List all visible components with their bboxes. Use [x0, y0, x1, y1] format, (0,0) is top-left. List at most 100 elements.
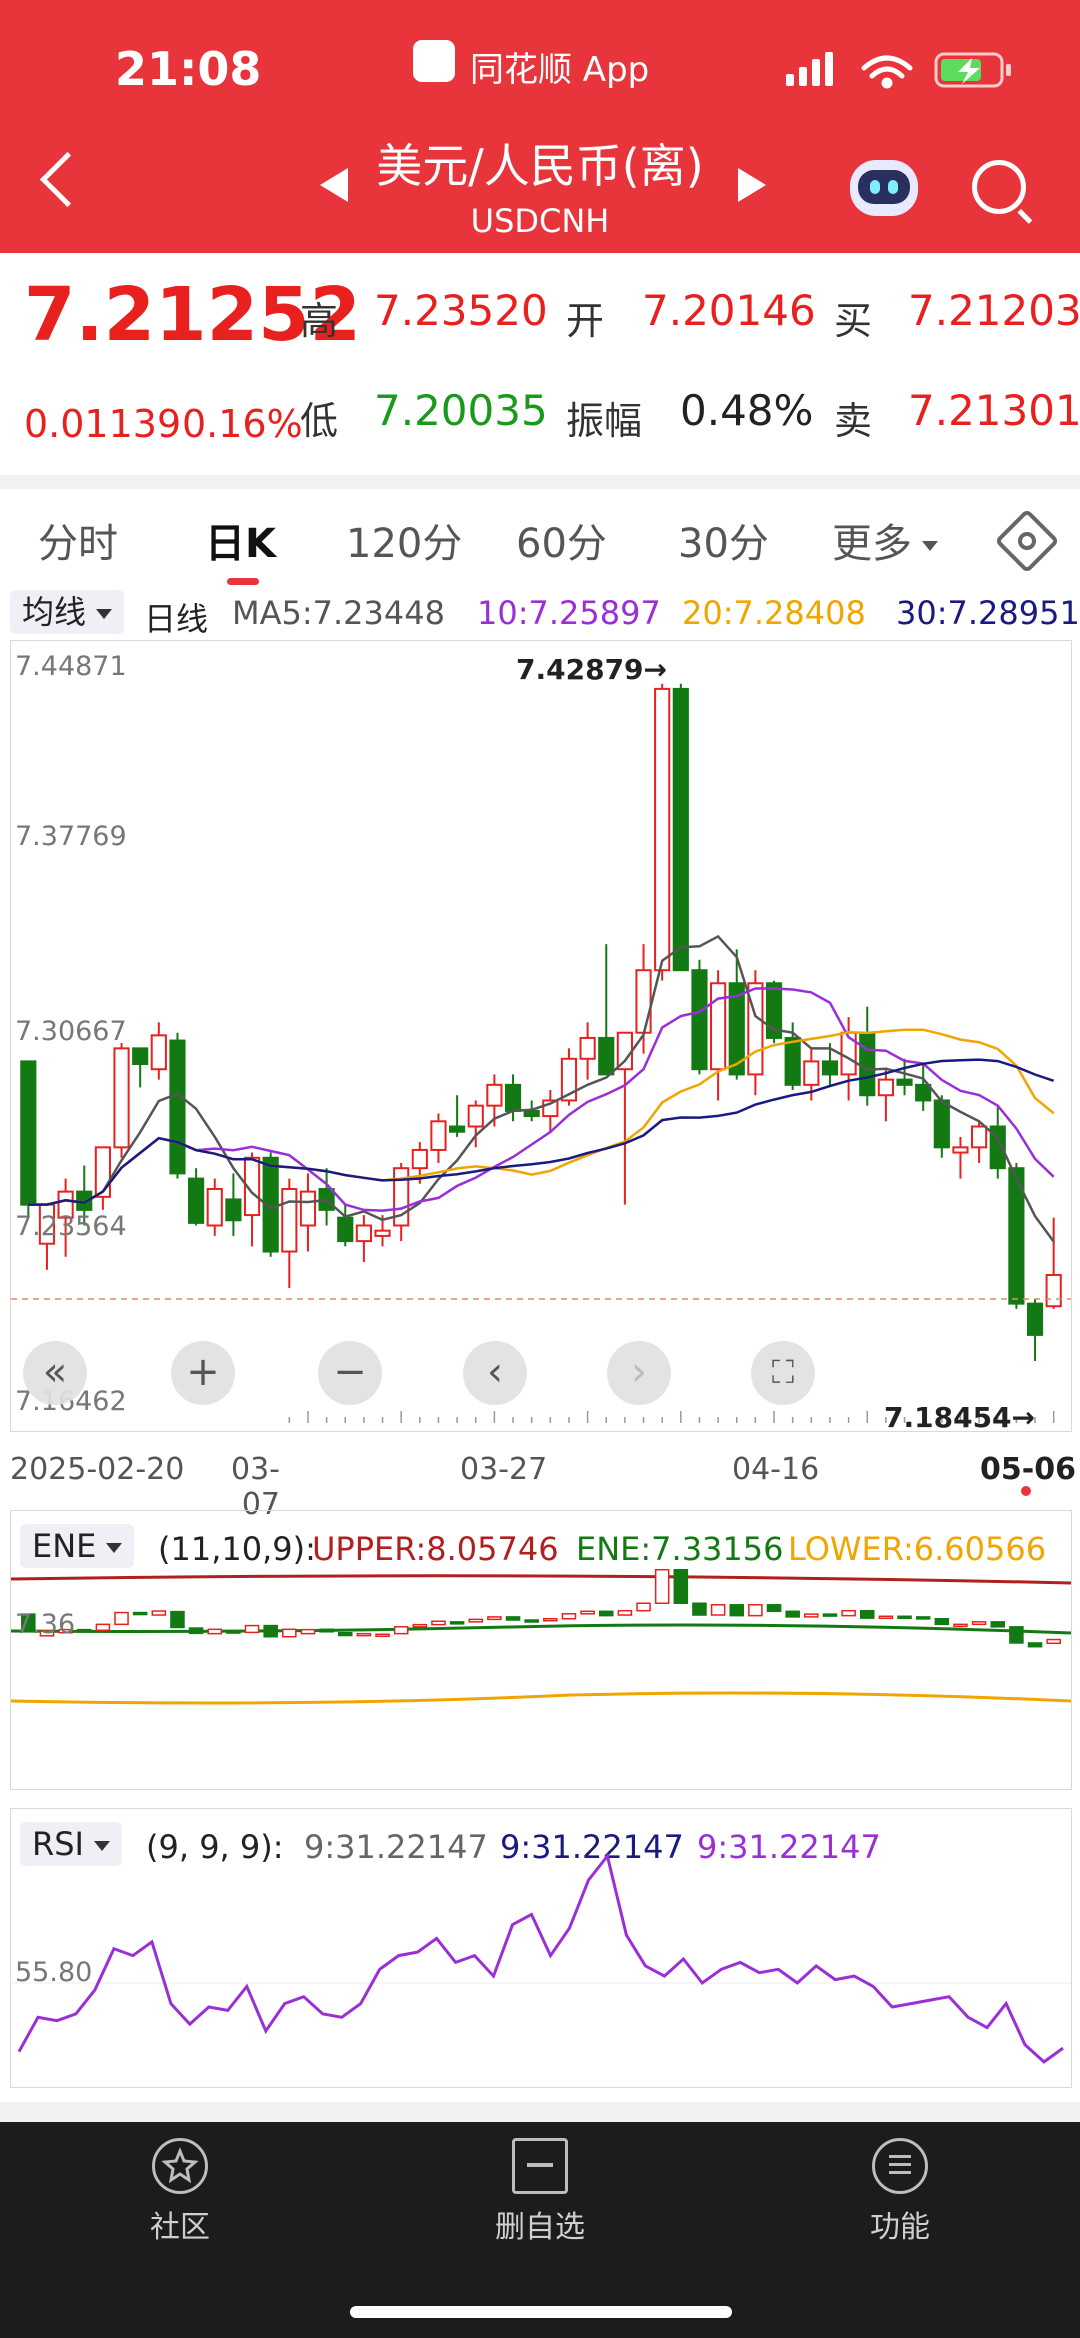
wifi-icon	[861, 55, 913, 89]
chevron-down-icon	[96, 609, 113, 619]
ene-svg	[10, 1568, 1072, 1705]
fullscreen-button[interactable]: ⛶	[751, 1341, 815, 1405]
ma30-line	[28, 1058, 1055, 1206]
remove-watchlist-icon	[512, 2138, 568, 2194]
tab-60min[interactable]: 60分	[516, 521, 607, 567]
ene-candle	[953, 1623, 968, 1628]
ene-mid-line	[10, 1623, 1072, 1635]
amplitude-label: 振幅	[566, 399, 643, 443]
high-label: 高	[300, 299, 339, 343]
low-label: 低	[300, 399, 339, 443]
candle	[1026, 1302, 1044, 1336]
scroll-left-button[interactable]: ‹	[463, 1341, 527, 1405]
tab-fenshi[interactable]: 分时	[38, 521, 118, 567]
ene-selector[interactable]: ENE	[20, 1524, 135, 1568]
scroll-right-button[interactable]: ›	[607, 1341, 671, 1405]
bid-label: 买	[834, 299, 873, 343]
ene-lower-line	[10, 1691, 1072, 1705]
community-icon	[152, 2138, 208, 2194]
price-change: 0.01139	[24, 402, 182, 446]
candle	[691, 969, 708, 1071]
divider	[0, 475, 1080, 489]
ene-upper-line	[10, 1574, 1072, 1585]
zoom-out-button[interactable]: −	[318, 1341, 382, 1405]
candle	[635, 969, 652, 1034]
chevron-down-icon	[922, 541, 938, 551]
ene-candle	[561, 1613, 577, 1620]
candle	[654, 687, 671, 972]
ma-selector[interactable]: 均线	[10, 590, 125, 634]
zoom-in-button[interactable]: +	[171, 1341, 235, 1405]
prev-symbol-icon[interactable]	[320, 168, 348, 202]
ene-candle	[487, 1616, 502, 1621]
y-tick: 7.30667	[15, 1016, 127, 1047]
candle	[393, 1167, 410, 1227]
nav-functions[interactable]: 功能	[810, 2138, 990, 2246]
tab-120min[interactable]: 120分	[346, 521, 463, 567]
ene-candle	[95, 1623, 111, 1631]
signal-icon	[786, 52, 833, 86]
tab-more[interactable]: 更多	[832, 511, 938, 569]
candle	[896, 1078, 913, 1086]
candle	[467, 1104, 484, 1128]
bottom-nav: 社区 删自选 功能	[0, 2122, 1080, 2338]
ask-value: 7.21301	[908, 386, 1080, 435]
next-symbol-icon[interactable]	[738, 168, 766, 202]
ene-candle	[524, 1619, 539, 1623]
nav-remove-watchlist-label: 删自选	[495, 2210, 585, 2245]
period-label: 日线	[144, 600, 209, 638]
ene-candle	[244, 1624, 260, 1634]
ene-candle	[543, 1618, 558, 1622]
rsi-params: (9, 9, 9):	[146, 1828, 284, 1866]
high-annotation: 7.42879→	[516, 653, 667, 686]
x-tick: 04-16	[732, 1452, 820, 1487]
assistant-robot-icon[interactable]	[850, 160, 918, 216]
app-icon	[413, 40, 455, 82]
nav-community[interactable]: 社区	[90, 2138, 270, 2246]
ene-candle	[729, 1604, 745, 1617]
candle	[784, 1036, 801, 1086]
kline-chart[interactable]: 7.44871 7.37769 7.30667 7.23564 7.16462 …	[10, 640, 1072, 1434]
ene-candle	[263, 1624, 278, 1638]
ene-upper: UPPER:8.05746	[312, 1530, 559, 1568]
nav-functions-label: 功能	[870, 2210, 930, 2245]
candle	[598, 1036, 615, 1076]
low-annotation: 7.18454→	[884, 1401, 1035, 1434]
ene-candle	[841, 1609, 856, 1617]
candle	[523, 1109, 540, 1118]
ene-candle	[617, 1609, 633, 1616]
candle	[672, 687, 689, 972]
ma20-value: 20:7.28408	[682, 594, 866, 632]
ene-chart[interactable]: 7.36	[10, 1510, 1072, 1790]
ene-candle	[21, 1613, 36, 1632]
x-tick: 2025-02-20	[10, 1452, 185, 1487]
ene-mid: ENE:7.33156	[576, 1530, 784, 1568]
x-tick: 03-07	[231, 1452, 280, 1522]
amplitude-value: 0.48%	[680, 386, 814, 435]
rsi-selector[interactable]: RSI	[20, 1822, 122, 1866]
candle	[579, 1036, 596, 1060]
ask-label: 卖	[834, 399, 873, 443]
ene-candle	[393, 1626, 409, 1635]
candle	[337, 1216, 354, 1243]
candle	[840, 1031, 857, 1076]
nav-remove-watchlist[interactable]: 删自选	[450, 2138, 630, 2246]
y-tick: 7.23564	[15, 1211, 127, 1242]
ma-selector-label: 均线	[22, 593, 87, 631]
candle	[411, 1148, 428, 1170]
rsi-chart[interactable]: 55.80	[10, 1808, 1072, 2088]
candle	[803, 1060, 820, 1086]
status-time: 21:08	[115, 42, 262, 96]
ene-candle	[151, 1610, 167, 1616]
candle	[20, 1060, 37, 1206]
candle	[1045, 1273, 1062, 1308]
ene-candle	[132, 1611, 148, 1616]
search-icon[interactable]	[972, 160, 1026, 214]
candle	[169, 1039, 186, 1175]
tab-daily-k[interactable]: 日K	[205, 521, 276, 567]
scroll-left-fast-button[interactable]: «	[23, 1341, 87, 1405]
candle	[430, 1120, 447, 1151]
tab-30min[interactable]: 30分	[678, 521, 769, 567]
candle	[710, 982, 727, 1071]
ene-candle	[39, 1630, 55, 1637]
